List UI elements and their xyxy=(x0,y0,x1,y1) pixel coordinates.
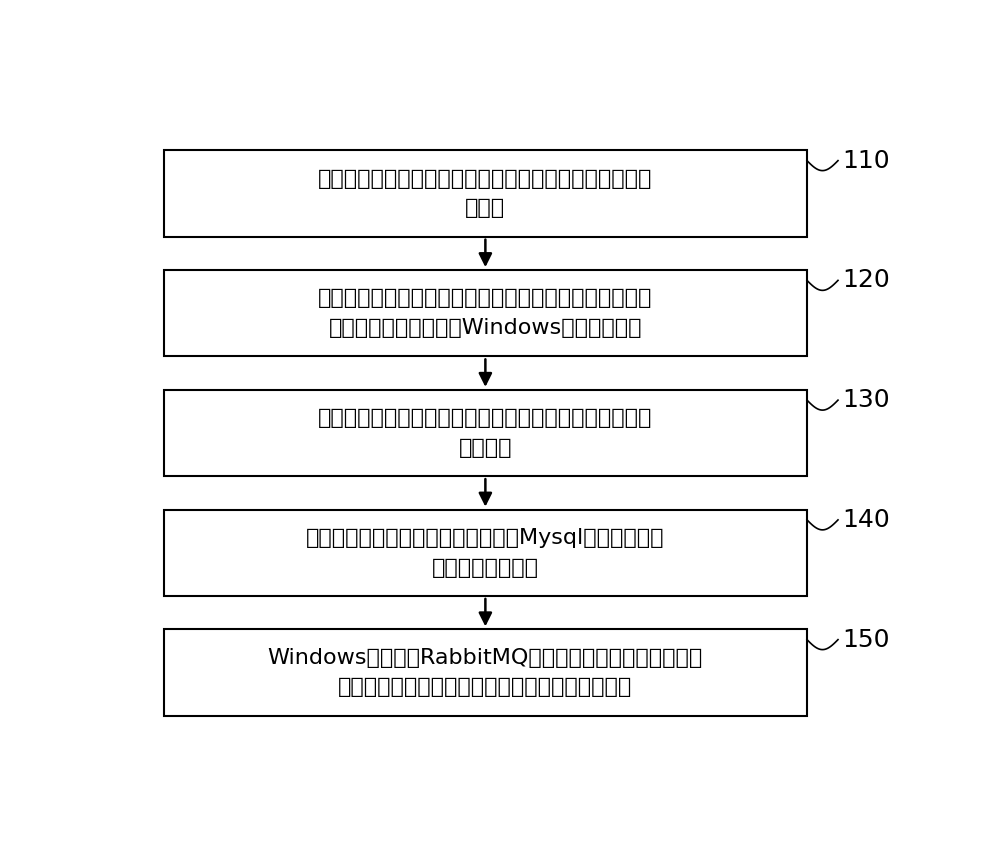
Text: 130: 130 xyxy=(842,388,890,412)
Text: 引擎将轧机辊身份和轧机辊位置写入Mysql数据库和时序
数据库中进行存储: 引擎将轧机辊身份和轧机辊位置写入Mysql数据库和时序 数据库中进行存储 xyxy=(306,528,665,577)
Text: 140: 140 xyxy=(842,508,890,532)
Text: 将获取的轧机辊特征值发送至网关，由网关作为中继站，
将特征值传输至部署在Windows系统上的引擎: 将获取的轧机辊特征值发送至网关，由网关作为中继站， 将特征值传输至部署在Wind… xyxy=(318,289,653,338)
Text: 在轧机辊上安装特定的传感器，实时扫码并获取轧机辊的
特征值: 在轧机辊上安装特定的传感器，实时扫码并获取轧机辊的 特征值 xyxy=(318,168,653,219)
Bar xyxy=(164,629,807,715)
Bar xyxy=(164,270,807,357)
Text: 120: 120 xyxy=(842,269,890,292)
Bar xyxy=(164,510,807,596)
Text: Windows系统产生RabbitMQ消息，其他系统或应用程序可
以实时地获取和使用轧机辊身份和轧机辊位置数据: Windows系统产生RabbitMQ消息，其他系统或应用程序可 以实时地获取和… xyxy=(268,648,703,697)
Text: 引擎收到轧机辊特征值之后，识别轧机辊身份，并计算轧
机辊位置: 引擎收到轧机辊特征值之后，识别轧机辊身份，并计算轧 机辊位置 xyxy=(318,408,653,458)
Bar xyxy=(164,390,807,476)
Text: 150: 150 xyxy=(842,627,889,651)
Bar xyxy=(164,150,807,237)
Text: 110: 110 xyxy=(842,149,890,173)
